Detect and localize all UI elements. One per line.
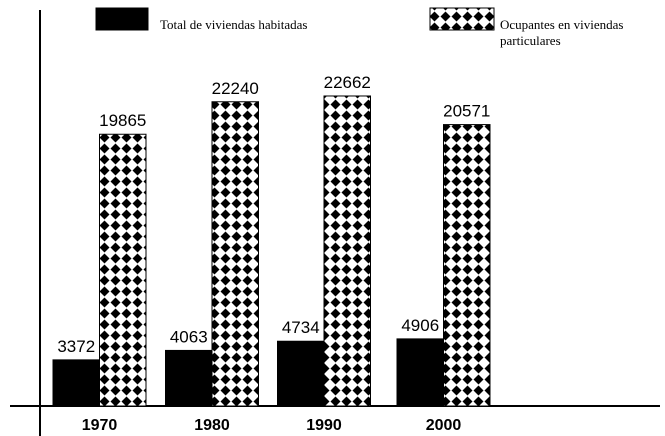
bar [396,338,444,407]
bar [443,124,491,407]
legend-label: Total de viviendas habitadas [160,17,308,32]
data-label: 22240 [212,79,259,98]
x-tick-label: 2000 [426,417,462,434]
legend-label: Ocupantes en viviendas particulares [500,17,624,48]
bar [165,349,213,407]
bar [277,340,325,407]
data-label: 4906 [401,316,439,335]
bar [52,359,100,407]
legend-swatch [429,7,495,31]
data-label: 4063 [170,327,208,346]
bar [323,95,371,407]
legend-swatch [95,7,149,31]
data-label: 4734 [282,318,320,337]
bar [211,101,259,407]
x-tick-label: 1980 [194,417,230,434]
data-label: 22662 [324,73,371,92]
x-tick-label: 1970 [82,417,118,434]
x-tick-label: 1990 [306,417,342,434]
bar [99,133,147,407]
data-label: 20571 [443,102,490,121]
data-label: 19865 [99,111,146,130]
data-label: 3372 [57,337,95,356]
